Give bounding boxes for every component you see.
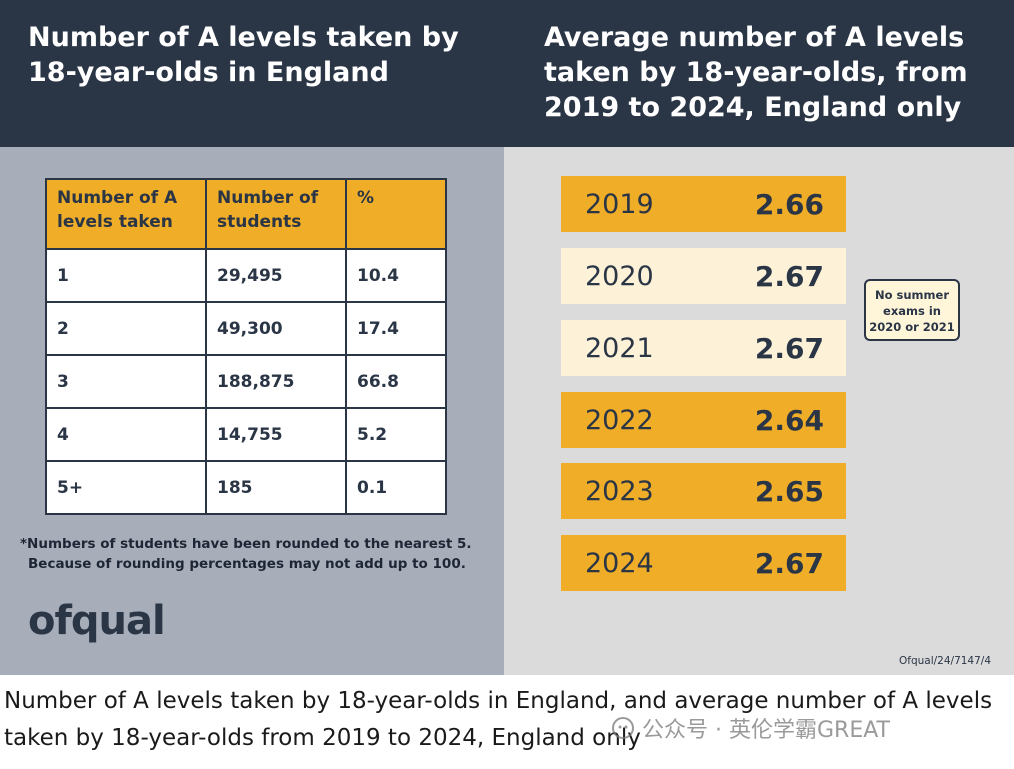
year-row-2020: 2020 2.67 — [561, 248, 846, 304]
table-cell: 49,300 — [205, 301, 347, 356]
year-label: 2023 — [585, 475, 654, 507]
table-row: 3 188,875 66.8 — [45, 354, 447, 409]
year-row-2019: 2019 2.66 — [561, 176, 846, 232]
average-value: 2.67 — [754, 546, 824, 580]
table-cell: 5+ — [45, 460, 207, 515]
infographic: Number of A levels taken by 18-year-olds… — [0, 0, 1014, 675]
average-value: 2.64 — [754, 403, 824, 437]
table-row: 2 49,300 17.4 — [45, 301, 447, 356]
table-cell: 14,755 — [205, 407, 347, 462]
table-cell: 4 — [45, 407, 207, 462]
footnote-line: Because of rounding percentages may not … — [28, 556, 466, 572]
footnote-line: *Numbers of students have been rounded t… — [20, 536, 472, 552]
figure-caption: Number of A levels taken by 18-year-olds… — [4, 688, 993, 751]
table-cell: 1 — [45, 248, 207, 303]
table-cell: 66.8 — [345, 354, 447, 409]
ofqual-logo: ofqual — [28, 598, 166, 644]
left-chart-title: Number of A levels taken by 18-year-olds… — [28, 22, 459, 88]
average-value: 2.67 — [754, 259, 824, 293]
table-row: 4 14,755 5.2 — [45, 407, 447, 462]
table-cell: 188,875 — [205, 354, 347, 409]
source-reference: Ofqual/24/7147/4 — [899, 655, 992, 667]
wechat-icon — [612, 717, 634, 739]
table-cell: 10.4 — [345, 248, 447, 303]
year-row-2024: 2024 2.67 — [561, 535, 846, 591]
table-row: 1 29,495 10.4 — [45, 248, 447, 303]
year-label: 2021 — [585, 332, 654, 364]
table-cell: 2 — [45, 301, 207, 356]
watermark: 公众号 · 英伦学霸GREAT — [612, 712, 890, 744]
year-row-2022: 2022 2.64 — [561, 392, 846, 448]
year-label: 2024 — [585, 547, 654, 579]
year-row-2021: 2021 2.67 — [561, 320, 846, 376]
table-header-row: Number of A levels taken Number of stude… — [45, 178, 447, 250]
header-cell: Number of students — [205, 178, 347, 250]
header-band: Number of A levels taken by 18-year-olds… — [0, 0, 1014, 147]
table-cell: 185 — [205, 460, 347, 515]
footnote: *Numbers of students have been rounded t… — [20, 534, 500, 574]
average-value: 2.65 — [754, 474, 824, 508]
watermark-text: 公众号 · 英伦学霸GREAT — [642, 718, 890, 743]
average-value: 2.66 — [754, 187, 824, 221]
header-cell: % — [345, 178, 447, 250]
table-row: 5+ 185 0.1 — [45, 460, 447, 515]
year-label: 2022 — [585, 404, 654, 436]
table-cell: 0.1 — [345, 460, 447, 515]
a-levels-table: Number of A levels taken Number of stude… — [45, 178, 447, 515]
annotation-callout: No summer exams in 2020 or 2021 — [864, 279, 960, 341]
average-value: 2.67 — [754, 331, 824, 365]
header-cell: Number of A levels taken — [45, 178, 207, 250]
table-cell: 3 — [45, 354, 207, 409]
table-cell: 17.4 — [345, 301, 447, 356]
table-cell: 5.2 — [345, 407, 447, 462]
table-cell: 29,495 — [205, 248, 347, 303]
year-label: 2019 — [585, 188, 654, 220]
year-label: 2020 — [585, 260, 654, 292]
right-chart-title: Average number of A levels taken by 18-y… — [544, 22, 968, 123]
year-row-2023: 2023 2.65 — [561, 463, 846, 519]
